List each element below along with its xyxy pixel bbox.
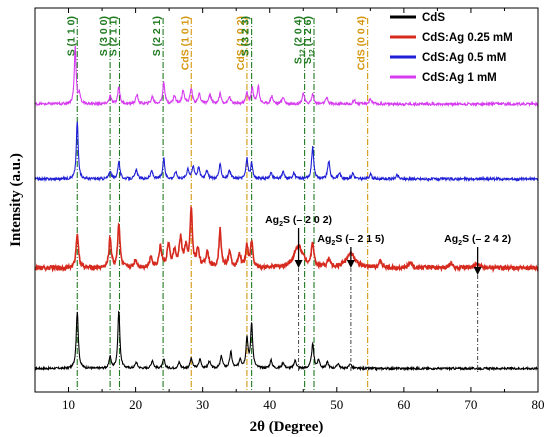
series-line	[34, 121, 539, 183]
annotation-label: Ag2S (– 2 1 5)	[317, 233, 384, 247]
reference-label: S (3 2 3)	[240, 16, 252, 56]
x-tick-label: 20	[129, 397, 142, 412]
annotation-arrow-head	[473, 267, 482, 275]
x-tick-label: 70	[464, 397, 477, 412]
reference-labels: S (1 1 0) S (3 0 0)S (2 1 1) S (2 2 1) CdS …	[65, 16, 367, 70]
reference-label: CdS (1 0 1)	[179, 16, 191, 70]
reference-label: CdS (1 0 2)	[235, 16, 247, 70]
series-line	[34, 310, 538, 372]
plot-frame	[34, 7, 539, 393]
reference-label: S12 (2 0 4)	[293, 16, 307, 64]
annotations: Ag2S (– 2 0 2) Ag2S (– 2 1 5) Ag2S (– 2 4 …	[265, 214, 511, 372]
reference-label: S12 (1 2 6)	[302, 16, 316, 64]
x-axis: 10 20 30 40 50 60 70 80	[34, 8, 545, 412]
legend-label: CdS:Ag 0.25 mM	[422, 32, 513, 44]
y-axis-label: Intensity (a.u.)	[8, 153, 24, 247]
annotation-arrow-head	[294, 260, 303, 268]
x-tick-label: 50	[330, 397, 343, 412]
reference-label: S (3 0 0)	[98, 16, 110, 56]
reference-label: S (2 1 1)	[108, 16, 120, 56]
series-line	[34, 204, 539, 274]
x-tick-label: 30	[196, 397, 209, 412]
x-tick-label: 60	[397, 397, 410, 412]
series-line	[34, 45, 539, 108]
reference-label: CdS (0 0 4)	[356, 16, 368, 70]
annotation-label: Ag2S (– 2 4 2)	[444, 233, 511, 247]
x-tick-label: 80	[532, 397, 545, 412]
legend: CdS CdS:Ag 0.25 mM CdS:Ag 0.5 mM CdS:Ag 1 m…	[390, 12, 513, 84]
annotation-arrow-head	[346, 260, 355, 268]
series-traces	[34, 45, 539, 372]
reference-label: S (2 2 1)	[151, 16, 163, 56]
x-axis-label: 2θ (Degree)	[250, 419, 324, 435]
annotation-label: Ag2S (– 2 0 2)	[265, 214, 332, 228]
legend-label: CdS	[422, 12, 445, 24]
reference-lines	[76, 18, 369, 392]
x-tick-label: 10	[62, 397, 75, 412]
x-tick-label: 40	[263, 397, 276, 412]
legend-label: CdS:Ag 1 mM	[422, 72, 497, 84]
legend-label: CdS:Ag 0.5 mM	[422, 52, 506, 64]
reference-label: S (1 1 0)	[65, 16, 77, 56]
